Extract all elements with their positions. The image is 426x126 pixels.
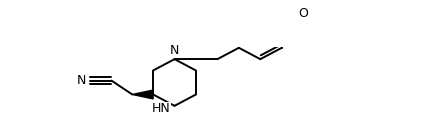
Text: O: O: [298, 7, 308, 20]
Text: N: N: [170, 44, 179, 57]
Polygon shape: [132, 90, 153, 99]
Text: N: N: [77, 74, 86, 87]
Text: HN: HN: [151, 102, 170, 115]
